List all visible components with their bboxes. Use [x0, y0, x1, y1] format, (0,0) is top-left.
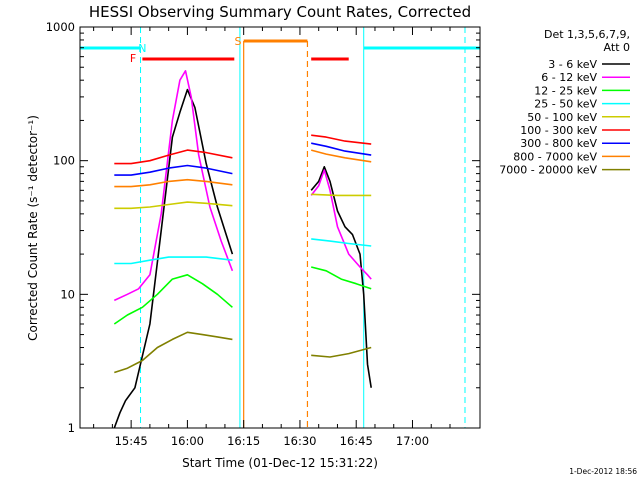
series-1-segment-0 [113, 70, 234, 302]
axis-layer: 1 10 100 1000 15:45 16:00 16:15 16:30 16:45 17:00 [46, 20, 481, 448]
series-5-segment-0 [114, 149, 233, 165]
legend-header-line1: Det 1,3,5,6,7,9, [544, 28, 630, 41]
x-tick-label-5: 17:00 [396, 434, 429, 448]
plot-frame [79, 26, 481, 429]
series-7-segment-1 [310, 149, 372, 163]
x-tick-label-3: 16:30 [283, 434, 316, 448]
legend-entry-label-0: 3 - 6 keV [548, 58, 597, 71]
series-0-segment-1 [310, 166, 372, 388]
legend-header-line2: Att 0 [604, 41, 630, 54]
x-tick-label-4: 16:45 [340, 434, 373, 448]
chart-title: HESSI Observing Summary Count Rates, Cor… [89, 3, 471, 21]
y-tick-label-3: 1000 [46, 20, 75, 34]
legend-entry-label-2: 12 - 25 keV [534, 84, 597, 97]
legend-entry-label-4: 50 - 100 keV [527, 111, 597, 124]
x-tick-label-2: 16:15 [227, 434, 260, 448]
series-6-segment-1 [311, 142, 372, 156]
x-axis-label: Start Time (01-Dec-12 15:31:22) [182, 456, 378, 470]
legend-entry-label-8: 7000 - 20000 keV [499, 164, 597, 177]
series-2-segment-0 [113, 273, 233, 325]
x-tick-label-0: 15:45 [115, 434, 148, 448]
x-tick-label-1: 16:00 [171, 434, 204, 448]
y-tick-label-2: 100 [53, 154, 75, 168]
annotation-label-n: N [138, 42, 146, 55]
legend-entry-label-6: 300 - 800 keV [520, 137, 597, 150]
series-5-segment-1 [311, 134, 372, 145]
legend-entry-label-3: 25 - 50 keV [534, 98, 597, 111]
legend-entry-label-5: 100 - 300 keV [520, 124, 597, 137]
y-tick-label-1: 10 [60, 287, 75, 301]
series-7-segment-0 [114, 178, 233, 188]
series-8-segment-0 [114, 331, 233, 374]
series-6-segment-0 [114, 164, 233, 176]
series-3-segment-1 [311, 238, 372, 247]
series-2-segment-1 [311, 266, 372, 290]
series-1-segment-1 [310, 169, 372, 280]
y-axis-label: Corrected Count Rate (s⁻¹ detector⁻¹) [26, 115, 40, 341]
series-4-segment-1 [311, 193, 372, 197]
annotation-label-f: F [130, 52, 136, 65]
timestamp: 1-Dec-2012 18:56 [569, 467, 637, 476]
series-0-segment-0 [113, 88, 234, 429]
series-layer [113, 70, 372, 429]
series-4-segment-0 [114, 201, 233, 210]
y-tick-label-0: 1 [68, 421, 75, 435]
series-8-segment-1 [311, 346, 372, 358]
legend-entry-label-7: 800 - 7000 keV [513, 150, 597, 163]
annotation-label-s: S [235, 35, 242, 48]
legend-entry-label-1: 6 - 12 keV [541, 71, 597, 84]
series-3-segment-0 [114, 256, 233, 265]
